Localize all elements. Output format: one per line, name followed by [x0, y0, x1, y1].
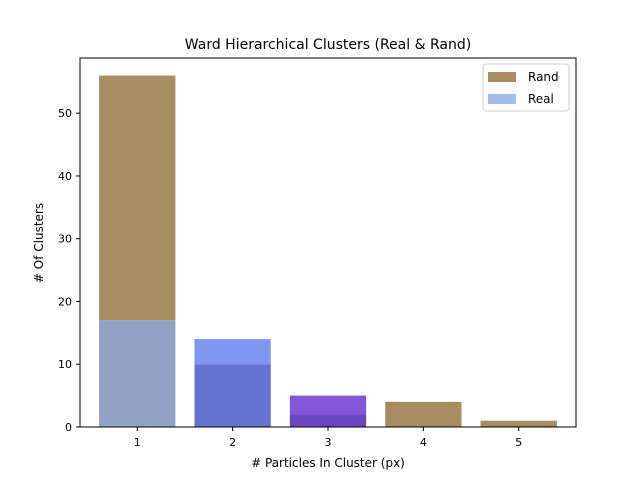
y-tick-label-0: 0 [65, 421, 72, 434]
bar-real-2 [194, 339, 271, 365]
legend-label-rand: Rand [528, 70, 559, 84]
y-tick-label-30: 30 [58, 233, 72, 246]
y-axis-label: # Of Clusters [32, 203, 46, 283]
legend-label-real: Real [528, 92, 554, 106]
bar-real-3 [289, 395, 367, 415]
bar-rand-4 [385, 401, 462, 427]
x-tick-label-5: 5 [515, 436, 522, 449]
bar-overlap-3 [289, 414, 367, 427]
bar-overlap-2 [194, 364, 271, 427]
x-tick-label-2: 2 [229, 436, 236, 449]
bars-group [99, 75, 557, 427]
x-tick-label-3: 3 [325, 436, 332, 449]
bar-rand-5 [480, 420, 557, 427]
bar-overlap-1 [99, 320, 176, 427]
x-axis-label: # Particles In Cluster (px) [251, 456, 405, 470]
x-tick-label-4: 4 [420, 436, 427, 449]
y-tick-label-50: 50 [58, 107, 72, 120]
legend-swatch-real [488, 94, 516, 104]
x-tick-label-1: 1 [134, 436, 141, 449]
legend-swatch-rand [488, 72, 516, 82]
chart-title: Ward Hierarchical Clusters (Real & Rand) [185, 37, 471, 53]
y-tick-label-40: 40 [58, 170, 72, 183]
y-tick-label-10: 10 [58, 358, 72, 371]
x-ticks: 1 2 3 4 5 [134, 427, 522, 449]
y-ticks: 0 10 20 30 40 50 [58, 107, 80, 434]
bar-rand-1 [99, 75, 176, 321]
legend: Rand Real [482, 63, 570, 112]
y-tick-label-20: 20 [58, 295, 72, 308]
